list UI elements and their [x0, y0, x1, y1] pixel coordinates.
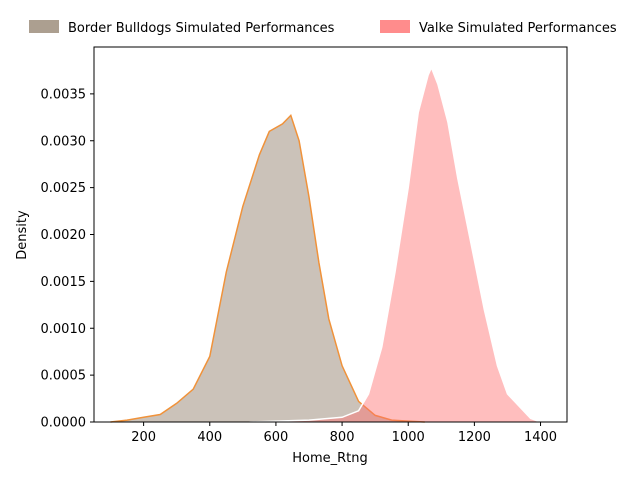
- y-tick-label: 0.0020: [41, 228, 87, 243]
- y-axis: 0.0000 0.0005 0.0010 0.0015 0.0020 0.0025 0.00…: [41, 87, 94, 431]
- x-tick-label: 1200: [458, 430, 491, 445]
- x-tick-label: 400: [197, 430, 222, 445]
- density-line-1: [249, 65, 541, 423]
- density-area-1: [249, 67, 541, 422]
- x-tick-label: 1000: [392, 430, 425, 445]
- x-tick-label: 1400: [524, 430, 557, 445]
- legend-swatch-border-bulldogs: [29, 20, 59, 33]
- x-tick-label: 800: [330, 430, 355, 445]
- y-tick-label: 0.0005: [41, 369, 87, 384]
- x-tick-label: 200: [131, 430, 156, 445]
- legend-swatch-valke: [380, 20, 410, 33]
- legend-label-border-bulldogs: Border Bulldogs Simulated Performances: [68, 21, 335, 36]
- density-area-0: [110, 115, 425, 423]
- y-tick-label: 0.0010: [41, 322, 87, 337]
- y-tick-label: 0.0000: [41, 416, 87, 431]
- y-tick-label: 0.0030: [41, 134, 87, 149]
- legend-label-valke: Valke Simulated Performances: [419, 21, 617, 36]
- plot-area: [110, 65, 541, 423]
- legend: Border Bulldogs Simulated Performances V…: [29, 20, 617, 36]
- y-tick-label: 0.0015: [41, 275, 87, 290]
- density-line-0: [110, 113, 425, 423]
- y-tick-label: 0.0025: [41, 181, 87, 196]
- x-axis-label: Home_Rtng: [292, 451, 368, 466]
- x-axis: 200 400 600 800 1000 1200 1400: [131, 422, 557, 445]
- x-tick-label: 600: [264, 430, 289, 445]
- y-axis-label: Density: [15, 210, 30, 260]
- y-tick-label: 0.0035: [41, 87, 87, 102]
